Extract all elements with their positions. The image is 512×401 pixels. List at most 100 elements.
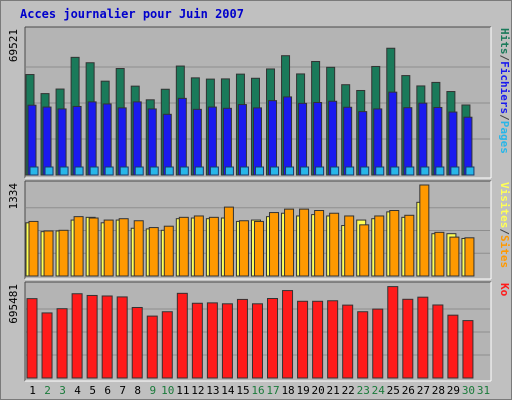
bar-ko [101, 295, 113, 379]
bar-ko [221, 303, 233, 379]
bar-fichiers [42, 106, 52, 176]
hits_panel: 69521 Hits/Fichiers/Pages [7, 26, 511, 179]
bar-sites [88, 217, 99, 277]
x-tick-label: 8 [134, 384, 141, 397]
x-tick-label: 23 [357, 384, 370, 397]
bar-sites [359, 224, 370, 277]
legend-entry: Hits [498, 28, 511, 55]
bar-fichiers [87, 101, 97, 176]
bar-sites [133, 220, 144, 277]
bar-pages [405, 166, 415, 176]
x-tick-label: 15 [236, 384, 249, 397]
bar-sites [449, 236, 460, 277]
bar-sites [163, 225, 174, 277]
bar-ko [447, 314, 459, 379]
bar-ko [282, 290, 294, 379]
series-ko [26, 286, 474, 379]
x-tick-label: 11 [176, 384, 189, 397]
bar-fichiers [268, 100, 278, 176]
x-tick-label: 28 [432, 384, 445, 397]
bar-pages [420, 166, 430, 176]
legend-entry: / [498, 228, 511, 235]
bar-pages [239, 166, 249, 176]
bar-pages [164, 166, 174, 176]
legend-entry: / [498, 114, 511, 121]
bar-fichiers [237, 104, 247, 176]
bar-pages [89, 166, 99, 176]
x-tick-label: 31 [477, 384, 490, 397]
bar-sites [208, 216, 219, 277]
bar-pages [134, 166, 144, 176]
bar-ko [462, 320, 474, 379]
x-tick-label: 16 [251, 384, 264, 397]
bar-ko [402, 298, 414, 379]
bar-fichiers [177, 97, 187, 176]
legend-entry: Pages [498, 121, 511, 154]
x-tick-label: 1 [29, 384, 36, 397]
bar-ko [417, 296, 429, 379]
x-tick-label: 7 [119, 384, 126, 397]
bar-fichiers [403, 107, 413, 176]
bar-pages [224, 166, 234, 176]
bar-sites [419, 184, 430, 277]
bar-fichiers [207, 106, 217, 176]
x-tick-label: 17 [266, 384, 279, 397]
bar-pages [345, 166, 355, 176]
x-tick-label: 21 [327, 384, 340, 397]
series-sites [28, 184, 475, 277]
bar-pages [285, 166, 295, 176]
bar-ko [387, 286, 399, 379]
legend-entry: Visites [498, 182, 511, 228]
bar-sites [404, 214, 415, 277]
bar-pages [270, 166, 280, 176]
legend-entry: / [498, 55, 511, 62]
bar-pages [149, 166, 159, 176]
bar-pages [209, 166, 219, 176]
bar-pages [119, 166, 129, 176]
x-tick-label: 30 [462, 384, 475, 397]
series-legend: Visites/Sites [498, 182, 511, 268]
bar-pages [74, 166, 84, 176]
x-tick-label: 20 [312, 384, 325, 397]
bar-fichiers [298, 102, 308, 176]
bar-sites [238, 220, 249, 277]
bar-pages [450, 166, 460, 176]
ko_panel: 695481 Ko [7, 281, 511, 382]
bar-sites [329, 212, 340, 277]
x-tick-label: 5 [89, 384, 96, 397]
bar-sites [58, 229, 69, 277]
bar-ko [297, 300, 309, 379]
bar-sites [43, 230, 54, 277]
bar-fichiers [388, 91, 398, 176]
x-tick-label: 22 [342, 384, 355, 397]
y-max-label: 69521 [7, 29, 20, 62]
bar-ko [432, 304, 444, 379]
bar-fichiers [418, 102, 428, 176]
bar-ko [71, 293, 83, 379]
bar-sites [253, 220, 264, 277]
bar-ko [191, 302, 203, 379]
series-legend: Hits/Fichiers/Pages [498, 28, 511, 154]
x-tick-label: 9 [149, 384, 156, 397]
bar-sites [434, 231, 445, 277]
bar-ko [267, 297, 279, 379]
bar-ko [131, 306, 143, 379]
bar-sites [223, 206, 234, 277]
bar-fichiers [328, 100, 338, 176]
chart-title: Acces journalier pour Juin 2007 [20, 7, 244, 21]
bar-fichiers [27, 104, 37, 176]
visits_panel: 1334 Visites/Sites [7, 180, 511, 280]
bar-pages [465, 166, 475, 176]
bar-pages [104, 166, 114, 176]
bar-ko [86, 294, 98, 379]
bar-sites [314, 210, 325, 277]
legend-entry: Ko [498, 283, 511, 297]
bar-fichiers [117, 107, 127, 176]
bar-sites [344, 215, 355, 277]
bar-sites [193, 215, 204, 277]
bar-ko [251, 303, 263, 379]
series-fichiers [27, 91, 473, 176]
bar-fichiers [162, 113, 172, 176]
bar-ko [146, 315, 158, 379]
